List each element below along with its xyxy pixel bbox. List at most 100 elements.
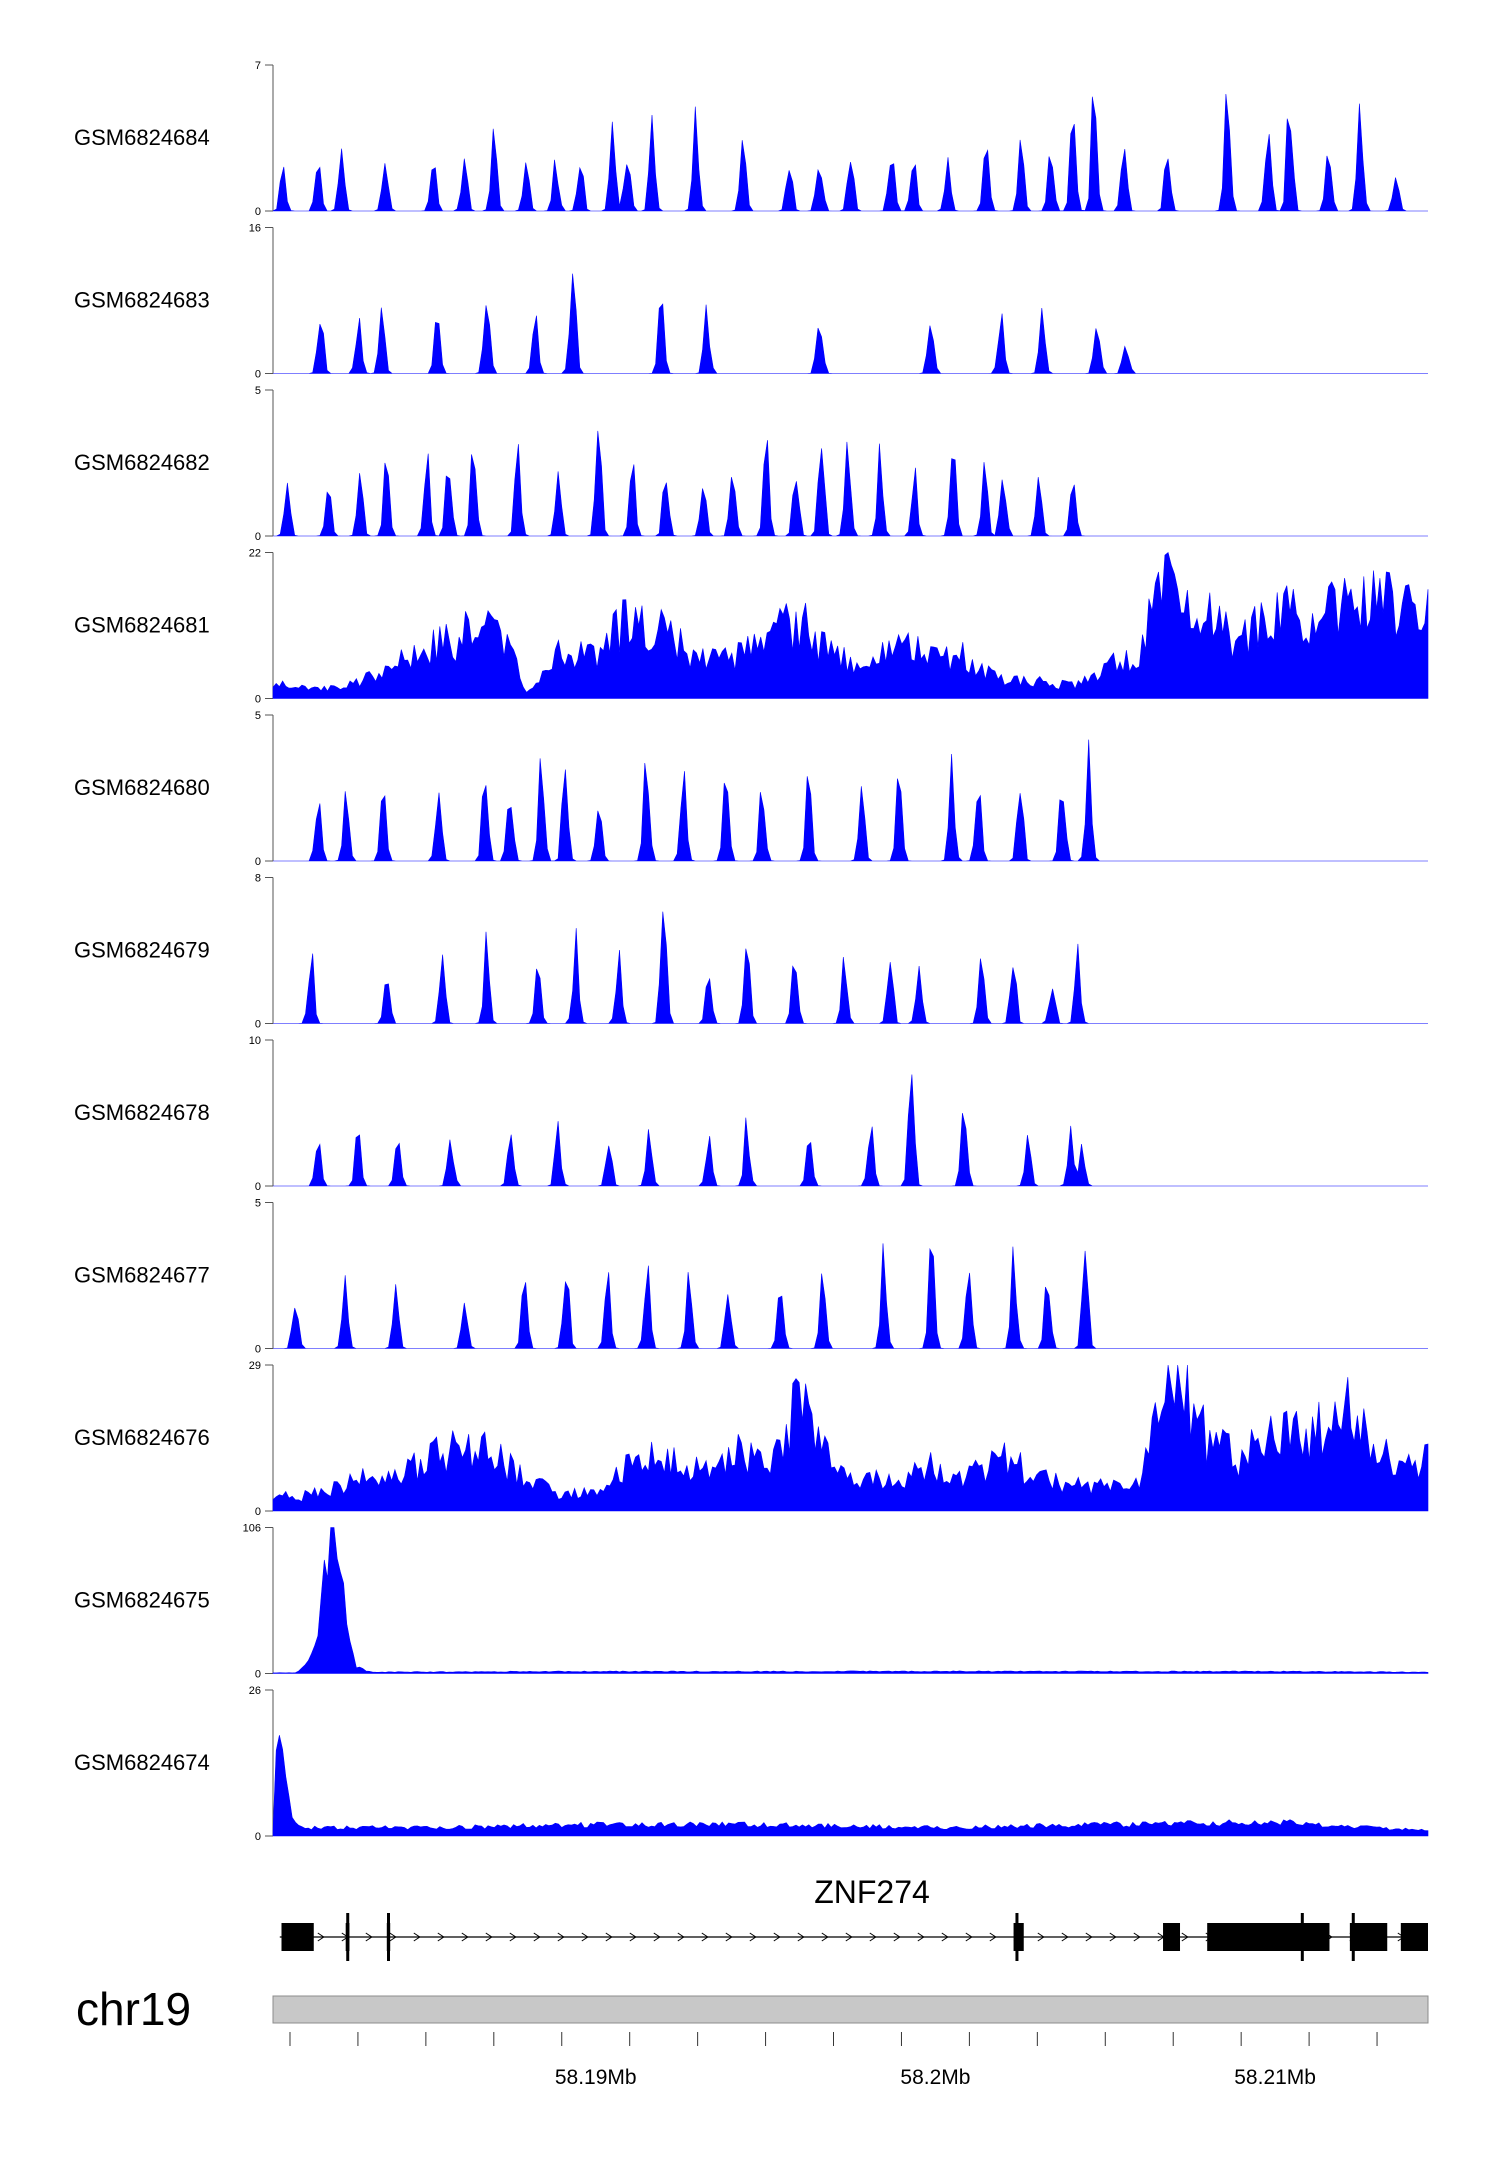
gene-model (279, 1913, 1428, 1961)
strand-arrow (509, 1932, 517, 1942)
strand-arrow (1181, 1932, 1189, 1942)
strand-arrow (917, 1932, 925, 1942)
y-min-label: 0 (255, 1344, 261, 1356)
strand-arrow (605, 1932, 613, 1942)
y-min-label: 0 (255, 1506, 261, 1518)
strand-arrow (653, 1932, 661, 1942)
track-name-label: GSM6824683 (74, 288, 210, 313)
exon-block (281, 1923, 314, 1951)
track-name-label: GSM6824680 (74, 775, 210, 800)
y-min-label: 0 (255, 1181, 261, 1193)
coverage-area (272, 93, 1428, 212)
y-max-label: 5 (255, 710, 261, 722)
chromosome-ideogram: chr19 (76, 1983, 1429, 2035)
strand-arrow (1061, 1932, 1069, 1942)
track-name-label: GSM6824682 (74, 450, 210, 475)
coverage-area (273, 273, 1428, 374)
strand-arrow (965, 1932, 973, 1942)
strand-arrow (437, 1932, 445, 1942)
y-max-label: 22 (249, 548, 261, 560)
coverage-area (272, 1527, 1429, 1674)
strand-arrow (773, 1932, 781, 1942)
strand-arrow (389, 1932, 397, 1942)
track-name-label: GSM6824677 (74, 1263, 210, 1288)
chromosome-band (272, 1995, 1429, 2024)
coverage-area (273, 1074, 1428, 1187)
strand-arrow (677, 1932, 685, 1942)
coverage-track: GSM6824678 10 0 (74, 1035, 1428, 1193)
x-tick-label: 58.19Mb (555, 2066, 637, 2089)
y-max-label: 26 (249, 1685, 261, 1697)
chromosome-label: chr19 (76, 1983, 191, 2035)
strand-arrow (365, 1932, 373, 1942)
gene-name-label: ZNF274 (814, 1874, 930, 1910)
coverage-tracks: GSM682468470GSM6824683160GSM682468250GSM… (74, 60, 1429, 1843)
y-min-label: 0 (255, 531, 261, 543)
strand-arrow (317, 1932, 325, 1942)
strand-arrow (461, 1932, 469, 1942)
coverage-track: GSM6824683 16 0 (74, 223, 1428, 381)
coverage-track: GSM6824680 5 0 (74, 710, 1428, 868)
exon-block (1013, 1923, 1024, 1951)
coverage-track: GSM6824675 106 0 (74, 1523, 1429, 1681)
y-max-label: 5 (255, 1198, 261, 1210)
strand-arrow (1133, 1932, 1141, 1942)
y-max-label: 5 (255, 385, 261, 397)
strand-arrow (989, 1932, 997, 1942)
strand-arrow (941, 1932, 949, 1942)
strand-arrow (869, 1932, 877, 1942)
y-max-label: 106 (243, 1523, 261, 1535)
coverage-area (272, 1364, 1429, 1512)
track-name-label: GSM6824681 (74, 613, 210, 638)
coverage-area (272, 1735, 1429, 1837)
strand-arrow (845, 1932, 853, 1942)
y-min-label: 0 (255, 1669, 261, 1681)
strand-arrow (725, 1932, 733, 1942)
coverage-track: GSM6824674 26 0 (74, 1685, 1429, 1843)
strand-arrow (1037, 1932, 1045, 1942)
x-tick-label: 58.2Mb (900, 2066, 970, 2089)
strand-arrow (821, 1932, 829, 1942)
gene-annotation-track: ZNF274 (279, 1874, 1428, 1961)
exon-block (1163, 1923, 1181, 1951)
strand-arrow (797, 1932, 805, 1942)
y-min-label: 0 (255, 1831, 261, 1843)
coverage-track: GSM6824679 8 0 (74, 873, 1428, 1031)
strand-arrow (629, 1932, 637, 1942)
coverage-area (273, 739, 1428, 862)
y-min-label: 0 (255, 206, 261, 218)
track-name-label: GSM6824684 (74, 125, 210, 150)
strand-arrow (893, 1932, 901, 1942)
y-max-label: 8 (255, 873, 261, 885)
track-name-label: GSM6824676 (74, 1425, 210, 1450)
coverage-area (273, 911, 1428, 1024)
strand-arrow (413, 1932, 421, 1942)
coverage-track: GSM6824682 5 0 (74, 385, 1428, 543)
strand-arrow (557, 1932, 565, 1942)
y-max-label: 29 (249, 1360, 261, 1372)
track-name-label: GSM6824678 (74, 1100, 210, 1125)
y-max-label: 16 (249, 223, 261, 235)
y-max-label: 10 (249, 1035, 261, 1047)
coverage-track: GSM6824677 5 0 (74, 1198, 1428, 1356)
coverage-track: GSM6824684 7 0 (74, 60, 1428, 218)
coverage-area (272, 551, 1429, 699)
genome-axis: 58.19Mb 58.2Mb 58.21Mb (289, 2032, 1378, 2089)
exon-block (1349, 1923, 1388, 1951)
strand-arrow (1109, 1932, 1117, 1942)
coverage-track: GSM6824681 22 0 (74, 548, 1429, 706)
x-tick-label: 58.21Mb (1234, 2066, 1316, 2089)
exon-block (1400, 1923, 1428, 1951)
y-max-label: 7 (255, 60, 261, 72)
strand-arrow (533, 1932, 541, 1942)
strand-arrow (749, 1932, 757, 1942)
strand-arrow (1085, 1932, 1093, 1942)
y-min-label: 0 (255, 1019, 261, 1031)
y-min-label: 0 (255, 694, 261, 706)
coverage-area (273, 430, 1428, 537)
track-name-label: GSM6824679 (74, 938, 210, 963)
y-min-label: 0 (255, 856, 261, 868)
track-name-label: GSM6824675 (74, 1588, 210, 1613)
strand-arrow (485, 1932, 493, 1942)
